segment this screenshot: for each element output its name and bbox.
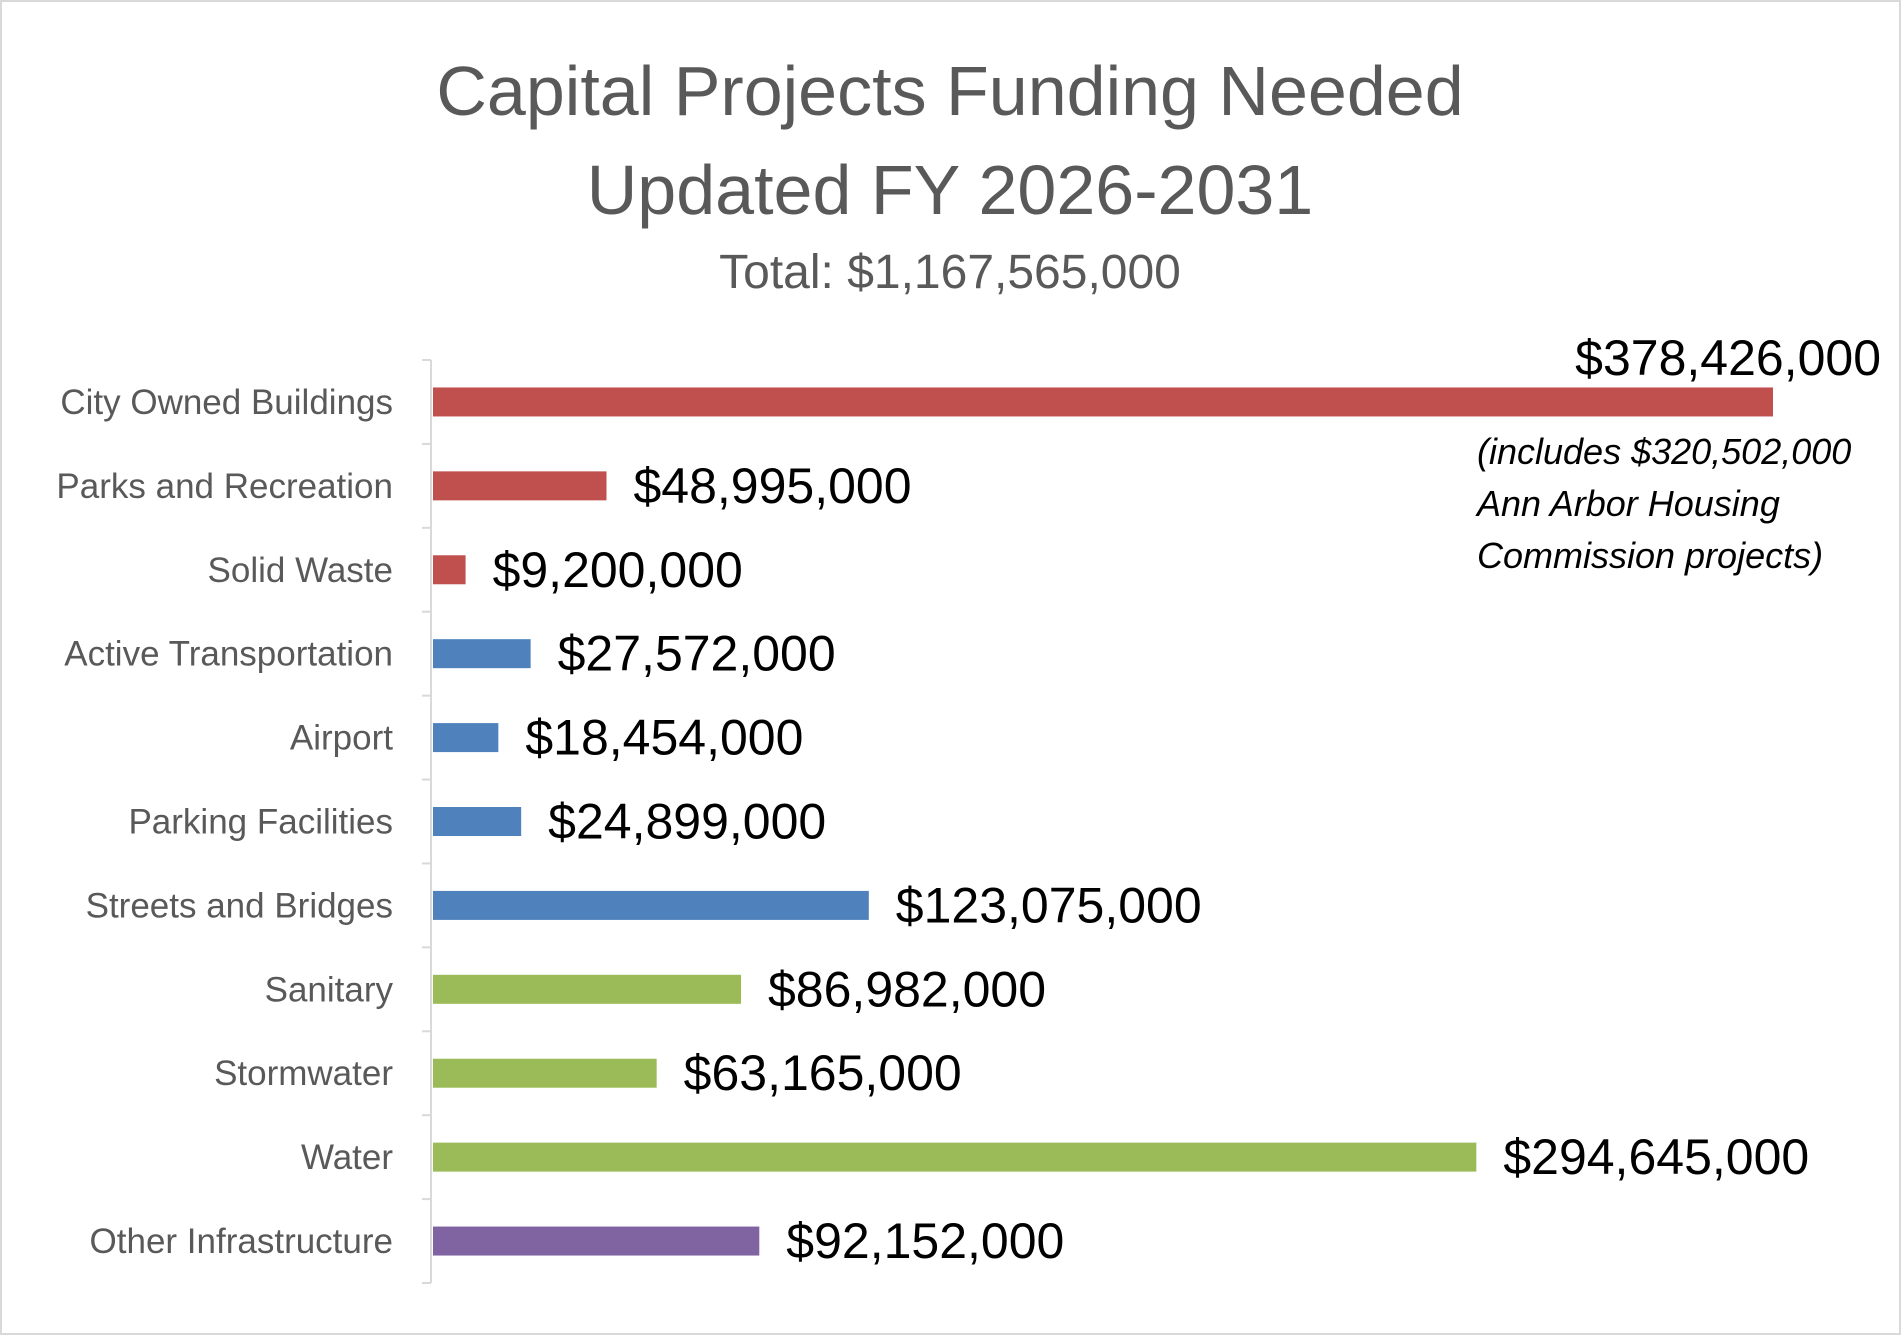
category-labels: City Owned Buildings Parks and Recreation…: [56, 383, 393, 1261]
value-label: $123,075,000: [896, 877, 1202, 933]
category-label: City Owned Buildings: [60, 383, 393, 422]
annotation-note: (includes $320,502,000 Ann Arbor Housing C…: [1475, 431, 1851, 576]
value-labels: $378,426,000 $48,995,000 $9,200,000 $27,572…: [493, 330, 1881, 1269]
value-label: $378,426,000: [1575, 330, 1881, 386]
category-label: Solid Waste: [208, 551, 393, 590]
value-label: $92,152,000: [786, 1213, 1064, 1269]
value-label: $48,995,000: [633, 458, 911, 514]
value-label: $63,165,000: [684, 1045, 962, 1101]
chart-subtitle: Total: $1,167,565,000: [719, 246, 1181, 299]
annotation-line: Commission projects): [1477, 535, 1823, 576]
chart-title-line-1: Capital Projects Funding Needed: [436, 52, 1463, 130]
chart-title-line-2: Updated FY 2026-2031: [587, 151, 1314, 229]
category-axis-ticks: [422, 359, 431, 1284]
annotation-line: Ann Arbor Housing: [1475, 483, 1780, 524]
bar: [433, 807, 522, 836]
category-label: Other Infrastructure: [90, 1222, 393, 1261]
value-label: $18,454,000: [525, 710, 803, 766]
value-label: $24,899,000: [548, 794, 826, 850]
category-label: Airport: [290, 719, 393, 758]
value-label: $27,572,000: [558, 626, 836, 682]
category-label: Parking Facilities: [128, 803, 393, 842]
category-label: Sanitary: [265, 970, 394, 1009]
bar: [433, 555, 466, 585]
bar-series: [433, 387, 1773, 1256]
category-label: Water: [301, 1138, 393, 1177]
bar: [433, 639, 531, 669]
bar: [433, 890, 869, 920]
bar: [433, 1142, 1477, 1172]
bar: [433, 1058, 657, 1088]
value-label: $294,645,000: [1503, 1129, 1809, 1185]
category-label: Stormwater: [214, 1054, 393, 1093]
bar: [433, 471, 607, 501]
bar: [433, 1226, 760, 1256]
category-label: Parks and Recreation: [56, 467, 393, 506]
bar: [433, 974, 742, 1004]
bar: [433, 723, 499, 753]
bar: [433, 387, 1773, 417]
annotation-line: (includes $320,502,000: [1477, 431, 1851, 472]
category-label: Streets and Bridges: [86, 886, 393, 925]
value-label: $86,982,000: [768, 961, 1046, 1017]
value-label: $9,200,000: [493, 542, 743, 598]
category-label: Active Transportation: [64, 635, 393, 674]
